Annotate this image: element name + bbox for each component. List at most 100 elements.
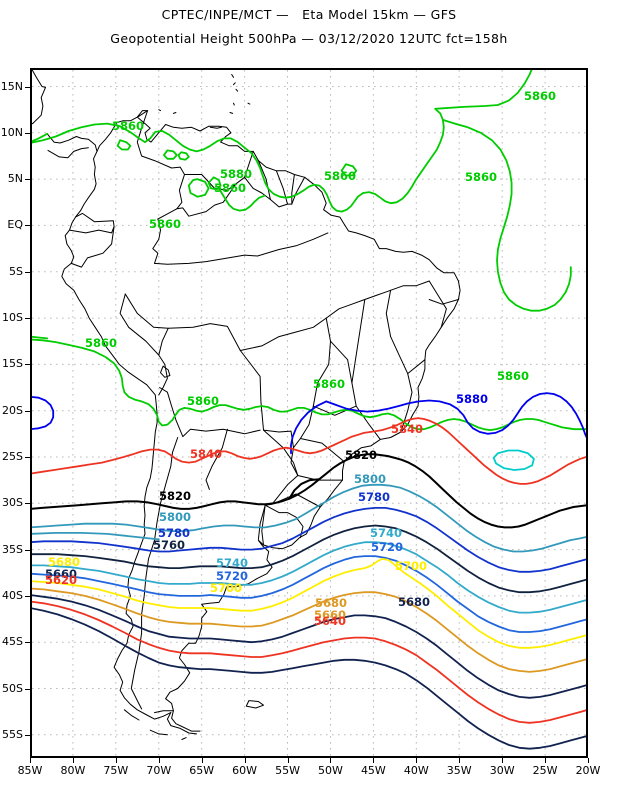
contour-label: 5760: [153, 538, 185, 552]
chart-title-model: CPTEC/INPE/MCT — Eta Model 15km — GFS: [161, 7, 457, 22]
contour-line-5860: [340, 163, 358, 177]
contour-label: 5860: [313, 377, 345, 391]
coastline-path: [61, 150, 172, 720]
contour-label: 5700: [210, 581, 242, 595]
coastline-path: [154, 710, 174, 714]
x-axis-tick: [330, 758, 332, 763]
coastline-path: [428, 299, 459, 305]
coastline-path: [291, 174, 295, 205]
y-axis-tick: [25, 86, 30, 88]
contour-line-5820: [32, 453, 586, 529]
contour-label: 5860: [324, 169, 356, 183]
y-axis-tick-label: 15N: [0, 79, 23, 93]
coastline-path: [130, 437, 179, 710]
coastline-path: [46, 133, 98, 152]
contour-lines: [32, 70, 586, 750]
contour-label: 5860: [85, 336, 117, 350]
x-axis-tick-label: 35W: [446, 764, 472, 777]
coastline-path: [330, 340, 353, 384]
y-axis-tick: [25, 688, 30, 690]
y-axis-tick-label: 20S: [2, 403, 23, 417]
y-axis-tick: [25, 642, 30, 644]
coastline-path: [32, 70, 46, 125]
y-axis-tick: [25, 456, 30, 458]
y-axis-tick-label: 10S: [2, 311, 23, 325]
contour-line-5880: [325, 392, 586, 439]
contour-label: 5660: [314, 608, 346, 622]
coastlines-and-borders: [32, 70, 461, 740]
contour-label: 5740: [370, 526, 402, 540]
y-axis-tick-label: 35S: [2, 542, 23, 556]
coastline-path: [275, 170, 288, 205]
coastline-path: [158, 109, 161, 112]
contour-label: 5720: [216, 569, 248, 583]
x-axis-tick: [502, 758, 504, 763]
coastline-path: [244, 176, 306, 208]
y-axis-tick-label: 40S: [2, 588, 23, 602]
y-axis-tick: [25, 364, 30, 366]
contour-label: 5860: [187, 394, 219, 408]
contour-label: 5840: [190, 447, 222, 461]
contour-label: 5860: [112, 119, 144, 133]
contour-line-5860: [32, 335, 49, 340]
coastline-path: [299, 438, 345, 463]
x-axis-tick-label: 55W: [275, 764, 300, 777]
contour-line-5820: [288, 478, 321, 500]
x-axis-tick: [545, 758, 547, 763]
y-axis-tick: [25, 549, 30, 551]
x-axis-tick: [416, 758, 418, 763]
coastline-path: [351, 299, 381, 440]
y-axis-tick: [25, 734, 30, 736]
contour-line-5860: [177, 151, 190, 161]
contour-label: 5680: [315, 596, 347, 610]
contour-line-5860: [32, 70, 533, 213]
contour-line-5660: [32, 594, 586, 699]
contour-label: 5880: [220, 167, 252, 181]
contour-label: 5840: [391, 422, 423, 436]
x-axis-tick: [30, 758, 31, 763]
y-axis-tick: [25, 225, 30, 227]
contour-line-5860: [187, 178, 210, 198]
coastline-path: [69, 212, 115, 234]
coastline-path: [235, 88, 239, 92]
chart-title-field: Geopotential Height 500hPa — 03/12/2020 …: [110, 31, 508, 46]
contour-value-labels: 5860588058605860586058605860586058605860…: [45, 89, 556, 628]
coastline-path: [233, 82, 236, 86]
contour-line-5860: [441, 119, 572, 312]
x-axis-tick: [201, 758, 203, 763]
chart-title-block: CPTEC/INPE/MCT — Eta Model 15km — GFS Ge…: [0, 0, 618, 46]
coastline-path: [428, 280, 447, 328]
contour-line-5840: [32, 417, 586, 485]
coastline-path: [233, 102, 235, 106]
x-axis-tick-label: 20W: [575, 764, 601, 777]
coastline-path: [231, 74, 234, 78]
y-axis-tick-label: 5N: [7, 172, 23, 186]
contour-line-5640: [32, 600, 586, 724]
map-plot-area: 5860 5880 5860 5860 5860 5860 5860 5860 5860 5860…: [25, 68, 589, 763]
contour-line-5800: [32, 531, 160, 541]
coastline-path: [152, 218, 161, 264]
y-axis-tick: [25, 271, 30, 273]
x-axis-tick-label: 70W: [146, 764, 172, 777]
contour-label: 5740: [216, 556, 248, 570]
coastline-path: [245, 700, 264, 709]
contour-label: 5620: [45, 573, 77, 587]
contour-label: 5820: [345, 448, 377, 462]
x-axis-tick-label: 25W: [532, 764, 558, 777]
contour-label: 5780: [158, 526, 190, 540]
y-axis-tick-label: 50S: [2, 681, 23, 695]
y-axis-tick: [25, 132, 30, 134]
contour-line-5860: [116, 139, 132, 151]
x-axis-tick-label: 45W: [360, 764, 386, 777]
contour-label: 5860: [149, 217, 181, 231]
contour-label: 5780: [358, 490, 390, 504]
contour-line-5860: [217, 187, 266, 212]
coastline-path: [70, 225, 115, 268]
contour-label: 5860: [524, 89, 556, 103]
coastline-path: [181, 737, 187, 740]
contour-map-svg: 5860588058605860586058605860586058605860…: [32, 70, 586, 756]
y-axis-tick: [25, 595, 30, 597]
coastline-path: [136, 110, 185, 220]
contour-label: 5880: [456, 392, 488, 406]
y-axis-tick: [25, 179, 30, 181]
